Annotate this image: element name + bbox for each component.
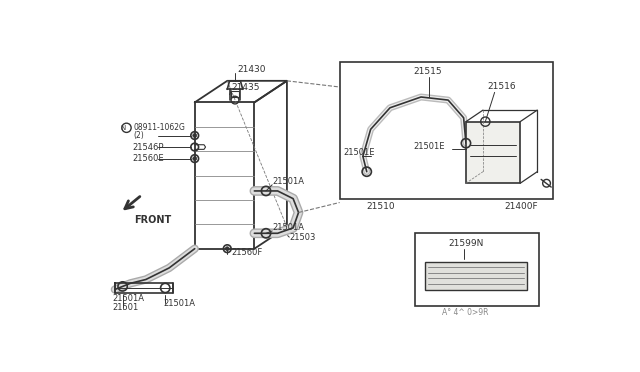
- Text: 08911-1062G: 08911-1062G: [134, 123, 186, 132]
- Bar: [425, 262, 527, 289]
- Circle shape: [225, 247, 229, 251]
- Text: 21516: 21516: [487, 83, 515, 92]
- Bar: [466, 122, 520, 183]
- Text: 21501A: 21501A: [272, 224, 304, 232]
- Text: 21501A: 21501A: [113, 294, 145, 303]
- Text: 21435: 21435: [231, 83, 260, 92]
- Text: 21546P: 21546P: [132, 142, 164, 151]
- Text: (2): (2): [134, 131, 144, 140]
- Circle shape: [193, 157, 196, 161]
- Text: 21501: 21501: [113, 304, 139, 312]
- Text: FRONT: FRONT: [134, 215, 172, 225]
- Text: N: N: [121, 125, 126, 131]
- Circle shape: [193, 134, 196, 137]
- Text: 21501E: 21501E: [344, 148, 375, 157]
- Bar: [231, 91, 239, 97]
- Text: 21430: 21430: [237, 65, 266, 74]
- Text: 21515: 21515: [413, 67, 442, 76]
- Text: 21560F: 21560F: [231, 248, 262, 257]
- Bar: [340, 62, 553, 199]
- Text: 21560E: 21560E: [132, 154, 164, 163]
- Text: 21501A: 21501A: [164, 299, 196, 308]
- Text: 21510: 21510: [367, 202, 396, 211]
- Text: A° 4^ 0>9R: A° 4^ 0>9R: [442, 308, 488, 317]
- Bar: [415, 233, 539, 307]
- Text: 21501A: 21501A: [272, 177, 304, 186]
- Text: 21599N: 21599N: [448, 239, 483, 248]
- Text: 21503: 21503: [289, 232, 316, 242]
- Text: 21400F: 21400F: [505, 202, 538, 211]
- Text: 21501E: 21501E: [413, 142, 445, 151]
